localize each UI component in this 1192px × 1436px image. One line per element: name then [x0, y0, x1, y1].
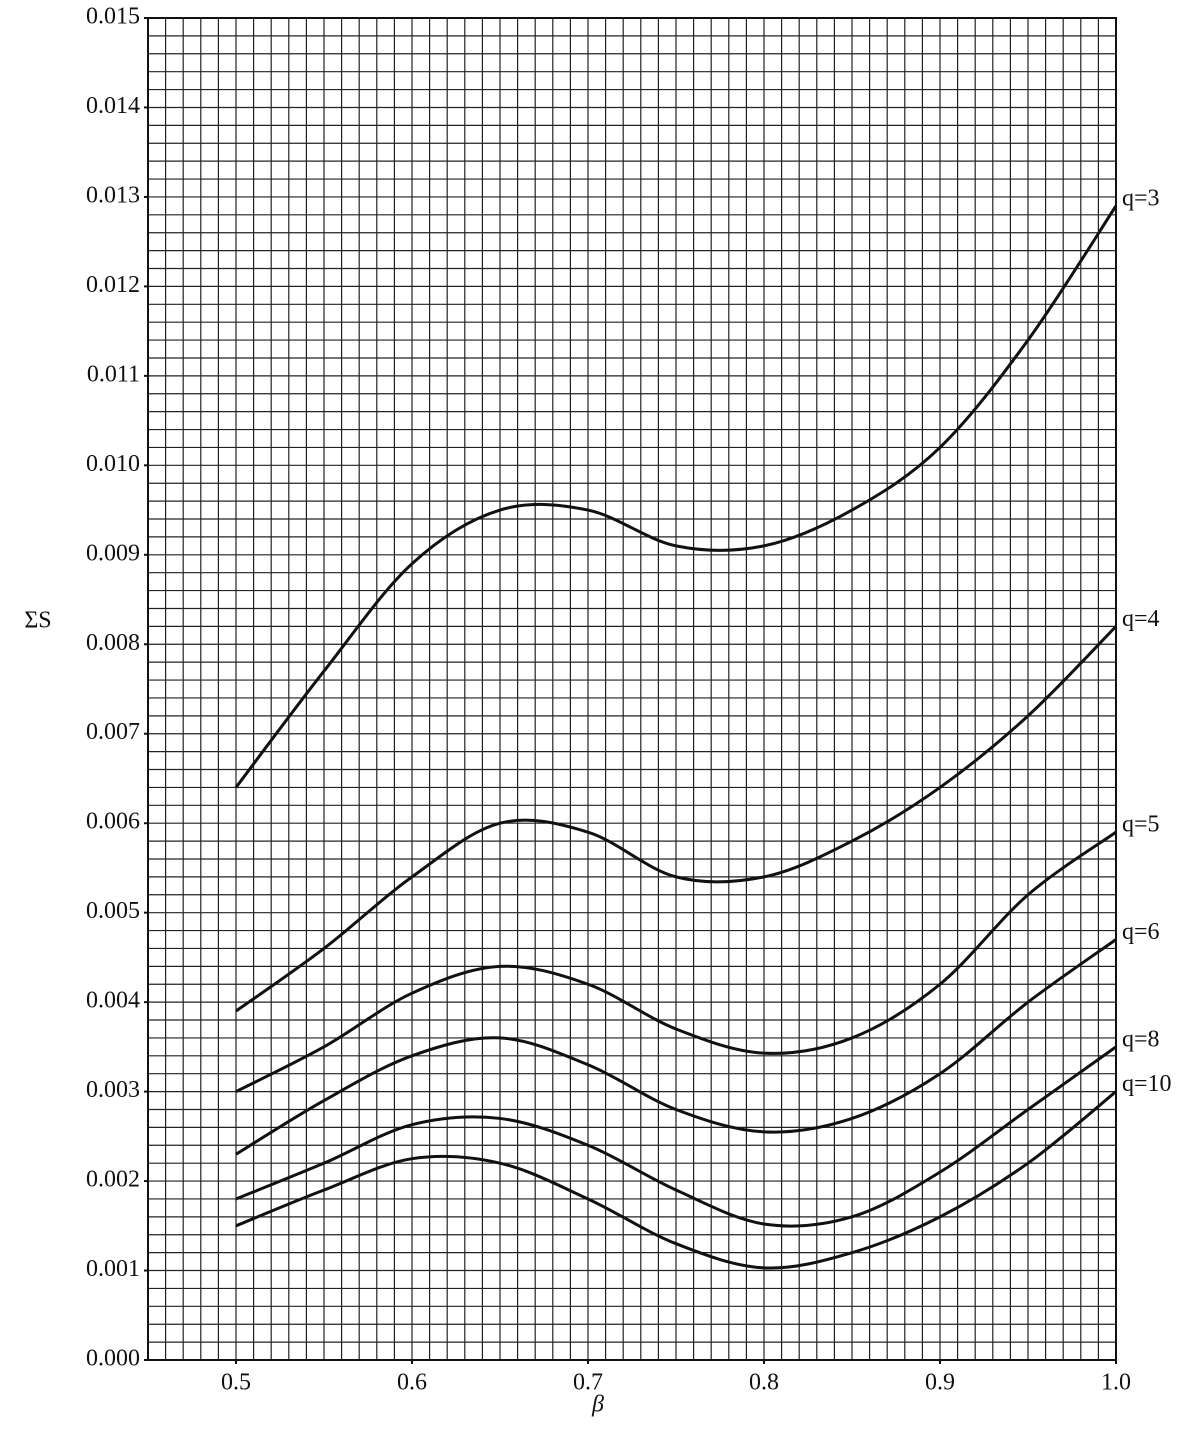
y-tick-label: 0.010: [86, 451, 140, 477]
series-line: [234, 205, 1118, 789]
y-tick-label: 0.012: [86, 272, 140, 298]
y-tick-label: 0.011: [87, 361, 140, 387]
series-label: q=8: [1122, 1026, 1160, 1052]
x-tick-label: 0.6: [397, 1370, 427, 1396]
series-label: q=6: [1122, 919, 1160, 945]
y-tick-label: 0.004: [86, 988, 140, 1014]
series-label: q=3: [1122, 185, 1160, 211]
x-axis-label: β: [591, 1392, 604, 1418]
series-line: [235, 938, 1117, 1156]
x-tick-label: 0.7: [573, 1370, 603, 1396]
series-label: q=10: [1122, 1071, 1172, 1097]
series-line: [235, 1090, 1117, 1270]
series-line: [235, 625, 1118, 1013]
y-tick-label: 0.009: [86, 540, 140, 566]
y-tick-label: 0.002: [86, 1167, 140, 1193]
series-line: [235, 1045, 1117, 1228]
x-tick-label: 0.8: [749, 1370, 779, 1396]
y-tick-label: 0.001: [86, 1256, 140, 1282]
x-tick-label: 1.0: [1101, 1370, 1131, 1396]
y-tick-label: 0.014: [86, 93, 140, 119]
x-tick-label: 0.9: [925, 1370, 955, 1396]
series-label: q=4: [1122, 606, 1160, 632]
series-line: [235, 830, 1117, 1093]
y-tick-label: 0.006: [86, 809, 140, 835]
y-tick-label: 0.003: [86, 1077, 140, 1103]
y-tick-label: 0.005: [86, 898, 140, 924]
y-tick-label: 0.008: [86, 630, 140, 656]
y-tick-label: 0.015: [86, 4, 140, 30]
y-tick-label: 0.000: [86, 1346, 140, 1372]
y-axis-label: ΣS: [24, 608, 51, 634]
y-tick-label: 0.013: [86, 182, 140, 208]
y-tick-label: 0.007: [86, 719, 140, 745]
x-tick-label: 0.5: [221, 1370, 251, 1396]
series-label: q=5: [1122, 812, 1160, 838]
plot-frame: [147, 17, 1117, 1361]
